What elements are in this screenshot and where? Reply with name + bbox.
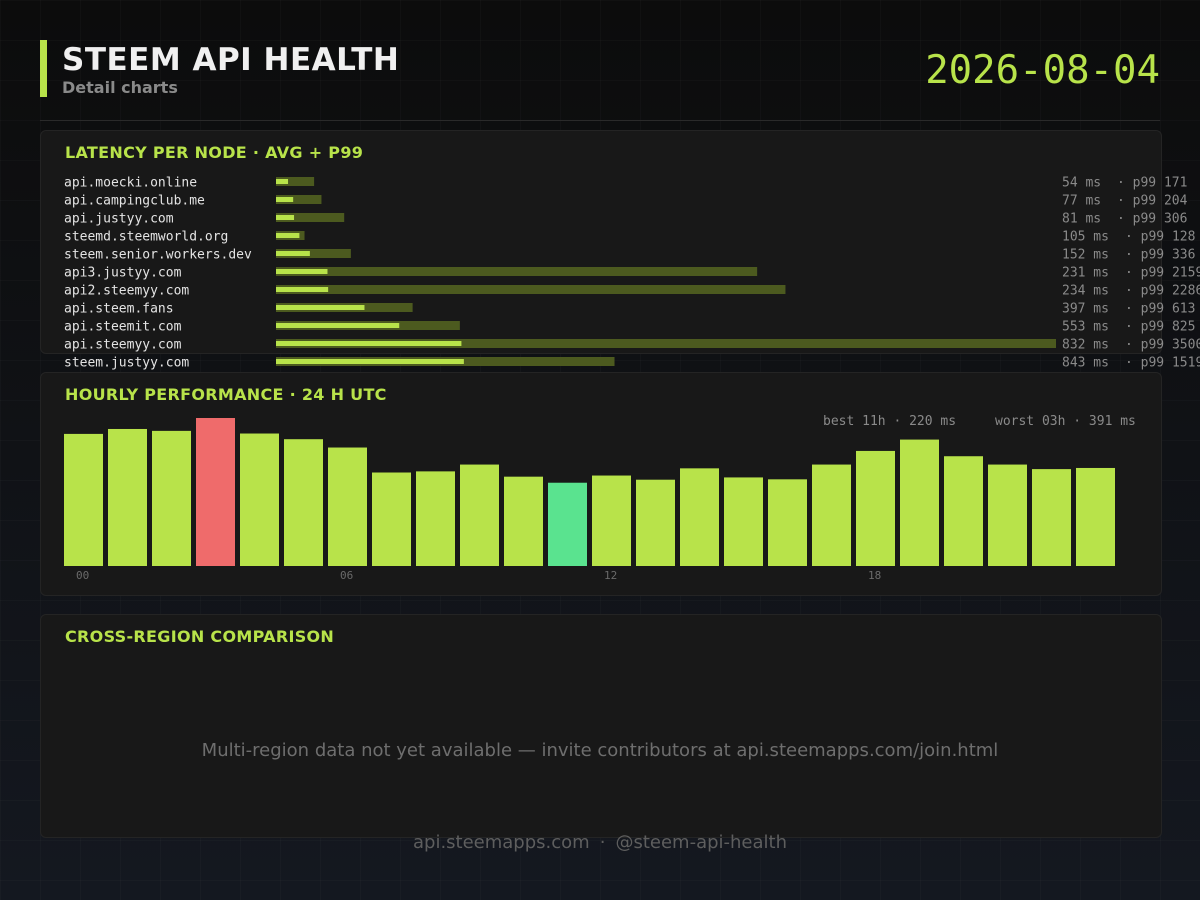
hour-bar	[944, 456, 983, 566]
avg-bar	[276, 251, 310, 256]
avg-bar	[276, 215, 295, 220]
hour-bar	[372, 472, 411, 566]
hour-bar	[152, 430, 191, 566]
node-name-label: steemd.steemworld.org	[64, 230, 228, 245]
hour-bar	[196, 418, 235, 566]
node-name-label: api.justyy.com	[64, 212, 174, 227]
avg-bar	[276, 341, 462, 346]
p99-bar	[276, 285, 786, 294]
p99-value-label: · p99 3500	[1125, 338, 1200, 353]
hour-tick-label: 00	[76, 569, 89, 582]
avg-value-label: 234 ms	[1062, 284, 1109, 299]
p99-bar	[276, 177, 315, 186]
avg-value-label: 832 ms	[1062, 338, 1109, 353]
footer-site-link[interactable]: api.steemapps.com	[412, 832, 590, 853]
latency-panel: LATENCY PER NODE · AVG + P99	[40, 130, 1162, 354]
hour-bar	[328, 447, 367, 566]
p99-value-label: · p99 1519	[1125, 356, 1200, 371]
hour-bar	[988, 464, 1027, 566]
footer-separator: ·	[599, 832, 606, 853]
latency-panel-title: LATENCY PER NODE · AVG + P99	[65, 143, 364, 162]
header-divider	[40, 120, 1160, 121]
region-panel-title: CROSS-REGION COMPARISON	[65, 627, 335, 646]
node-name-label: steem.justyy.com	[64, 356, 189, 371]
hour-bar	[504, 476, 543, 566]
hour-bar	[768, 479, 807, 566]
p99-value-label: · p99 613	[1125, 302, 1195, 317]
node-name-label: api.steem.fans	[64, 302, 174, 317]
region-panel: CROSS-REGION COMPARISON	[40, 614, 1162, 838]
hour-bar	[548, 482, 587, 566]
hour-bar	[680, 468, 719, 566]
p99-value-label: · p99 171	[1117, 176, 1187, 191]
hour-bar	[108, 428, 147, 566]
p99-value-label: · p99 306	[1117, 212, 1187, 227]
avg-value-label: 397 ms	[1062, 302, 1109, 317]
avg-bar	[276, 359, 464, 364]
node-name-label: api3.justyy.com	[64, 266, 182, 281]
hourly-worst-label: worst 03h · 391 ms	[995, 414, 1136, 429]
hourly-panel-title: HOURLY PERFORMANCE · 24 H UTC	[65, 385, 387, 404]
node-name-label: steem.senior.workers.dev	[64, 248, 252, 263]
hour-bar	[592, 475, 631, 566]
avg-value-label: 81 ms	[1062, 212, 1101, 227]
node-name-label: api.steemyy.com	[64, 338, 182, 353]
avg-value-label: 843 ms	[1062, 356, 1109, 371]
p99-value-label: · p99 336	[1125, 248, 1195, 263]
avg-value-label: 54 ms	[1062, 176, 1101, 191]
avg-bar	[276, 287, 329, 292]
hour-bar	[1032, 469, 1071, 566]
latency-chart: api.moecki.online 54 ms · p99 171 api.campi…	[64, 176, 1200, 371]
hour-tick-label: 06	[340, 569, 353, 582]
p99-value-label: · p99 2159	[1125, 266, 1200, 281]
avg-bar	[276, 233, 300, 238]
avg-bar	[276, 305, 365, 310]
avg-bar	[276, 323, 400, 328]
node-name-label: api2.steemyy.com	[64, 284, 189, 299]
p99-bar	[276, 339, 1056, 348]
node-name-label: api.moecki.online	[64, 176, 197, 191]
hour-tick-label: 12	[604, 569, 617, 582]
avg-value-label: 553 ms	[1062, 320, 1109, 335]
p99-value-label: · p99 128	[1125, 230, 1195, 245]
hour-bar	[284, 439, 323, 566]
p99-bar	[276, 195, 322, 204]
p99-bar	[276, 213, 345, 222]
avg-value-label: 77 ms	[1062, 194, 1101, 209]
hour-bar	[856, 450, 895, 566]
page-title: STEEM API HEALTH	[62, 42, 400, 78]
p99-value-label: · p99 2286	[1125, 284, 1200, 299]
hourly-best-label: best 11h · 220 ms	[823, 414, 957, 429]
avg-value-label: 105 ms	[1062, 230, 1109, 245]
p99-bar	[276, 267, 758, 276]
hour-bar	[460, 464, 499, 566]
hourly-chart: 00 06 12 18	[64, 418, 1115, 582]
page-subtitle: Detail charts	[62, 78, 178, 97]
hour-bar	[240, 433, 279, 566]
avg-bar	[276, 179, 289, 184]
report-date: 2026-08-04	[925, 48, 1160, 93]
hour-bar	[636, 479, 675, 566]
avg-value-label: 231 ms	[1062, 266, 1109, 281]
p99-bar	[276, 249, 351, 258]
hour-bar	[724, 477, 763, 566]
title-accent-bar	[40, 40, 47, 97]
hour-tick-label: 18	[868, 569, 881, 582]
p99-value-label: · p99 825	[1125, 320, 1195, 335]
node-name-label: api.campingclub.me	[64, 194, 205, 209]
node-name-label: api.steemit.com	[64, 320, 182, 335]
hour-bar	[900, 439, 939, 566]
avg-bar	[276, 197, 294, 202]
region-empty-message: Multi-region data not yet available — in…	[201, 740, 999, 761]
avg-value-label: 152 ms	[1062, 248, 1109, 263]
footer-handle[interactable]: @steem-api-health	[615, 832, 787, 853]
hour-bar	[812, 464, 851, 566]
footer: api.steemapps.com · @steem-api-health	[0, 832, 1200, 853]
hour-bar	[64, 433, 103, 566]
hour-bar	[416, 471, 455, 566]
p99-value-label: · p99 204	[1117, 194, 1188, 209]
hour-bar	[1076, 467, 1115, 566]
avg-bar	[276, 269, 328, 274]
